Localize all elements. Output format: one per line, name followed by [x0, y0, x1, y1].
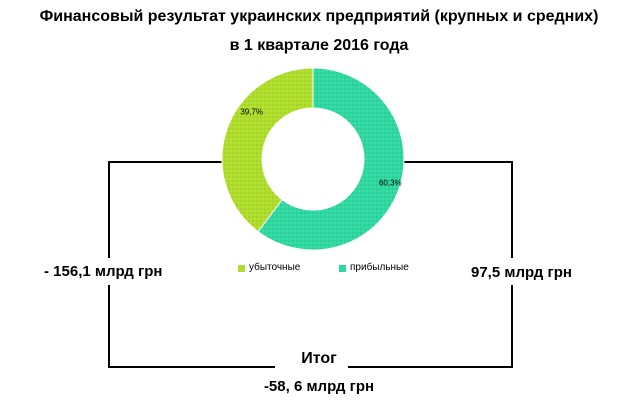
- slice-label-profit: 60,3%: [379, 179, 402, 188]
- legend-item-loss: убыточные: [238, 262, 300, 275]
- legend-label-profit: прибыльные: [350, 262, 409, 273]
- right-bracket-line: [398, 161, 513, 258]
- slice-label-loss: 39,7%: [240, 107, 263, 116]
- legend-swatch-loss: [238, 264, 245, 272]
- slice-profit: [257, 67, 405, 251]
- legend-item-profit: прибыльные: [339, 262, 409, 275]
- chart-title-line-2: в 1 квартале 2016 года: [229, 37, 409, 54]
- legend-label-loss: убыточные: [249, 262, 301, 273]
- left-bracket-line: [108, 161, 228, 258]
- loss-amount: - 156,1 млрд грн: [44, 263, 163, 280]
- right-bracket-lower-line: [348, 285, 513, 368]
- legend-swatch-profit: [339, 264, 346, 272]
- slice-loss: [221, 67, 314, 233]
- chart-title-line-1: Финансовый результат украинских предприя…: [39, 8, 599, 25]
- left-bracket-lower-line: [108, 285, 275, 368]
- total-amount: -58, 6 млрд грн: [263, 378, 375, 395]
- profit-amount: 97,5 млрд грн: [471, 264, 572, 281]
- total-label: Итог: [301, 350, 337, 367]
